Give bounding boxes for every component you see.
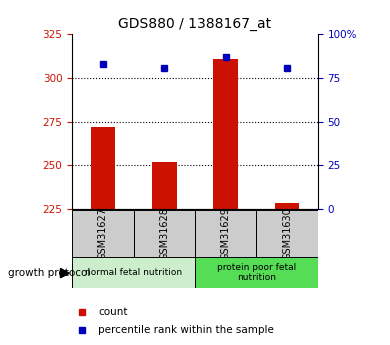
Text: growth protocol: growth protocol [8,268,90,278]
Text: count: count [98,307,128,317]
Text: GSM31627: GSM31627 [98,207,108,260]
Bar [195,210,257,257]
Text: percentile rank within the sample: percentile rank within the sample [98,325,274,335]
Text: protein poor fetal
nutrition: protein poor fetal nutrition [217,263,296,282]
Text: GSM31629: GSM31629 [221,207,231,260]
Bar [133,210,195,257]
Bar [256,210,318,257]
Bar [72,257,195,288]
Bar [90,127,115,209]
Text: normal fetal nutrition: normal fetal nutrition [85,268,182,277]
Text: GSM31630: GSM31630 [282,207,292,260]
Bar [275,204,300,209]
Polygon shape [60,268,69,278]
Text: GSM31628: GSM31628 [159,207,169,260]
Title: GDS880 / 1388167_at: GDS880 / 1388167_at [119,17,271,31]
Bar [195,257,318,288]
Bar [152,162,177,209]
Bar [72,210,133,257]
Bar [213,59,238,209]
